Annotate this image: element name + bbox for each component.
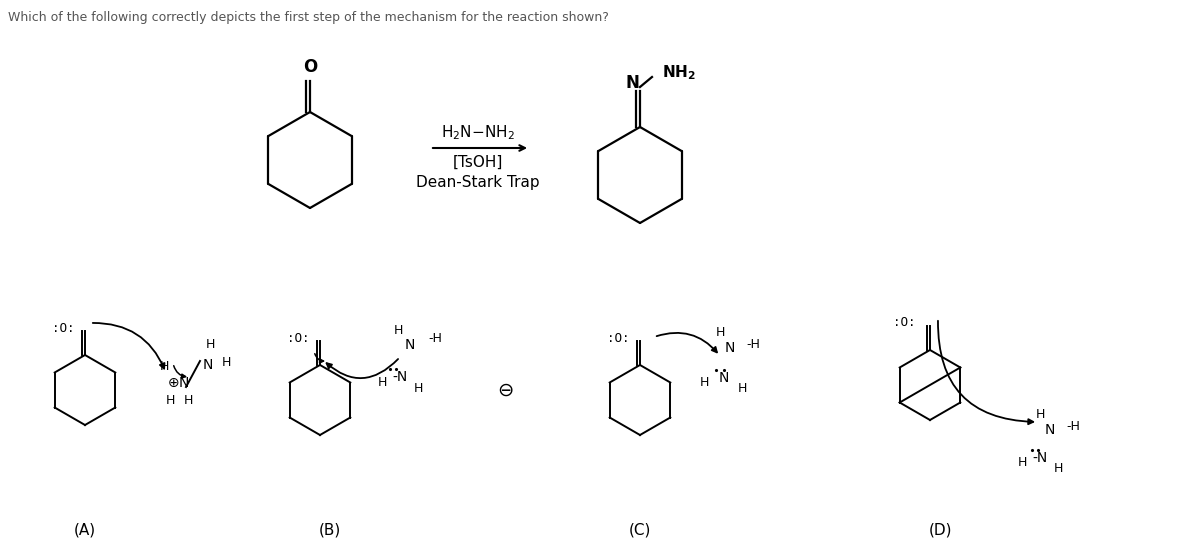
Text: H: H [737,381,746,394]
Text: H: H [715,325,725,338]
Text: N: N [625,74,638,92]
Text: H: H [166,394,175,407]
Text: :O:: :O: [52,323,74,336]
Text: (C): (C) [629,522,652,537]
FancyArrowPatch shape [656,333,716,353]
Text: -N: -N [1032,451,1048,465]
Text: H: H [700,375,709,388]
Text: N: N [1045,423,1055,437]
Text: H: H [1018,455,1027,468]
Text: :O:: :O: [607,332,629,345]
Text: H: H [377,376,386,390]
Text: H: H [221,356,230,369]
Text: N: N [725,341,736,355]
Text: $\ominus$: $\ominus$ [497,380,514,399]
Text: -H: -H [746,337,760,350]
FancyArrowPatch shape [92,323,164,369]
Text: (A): (A) [74,522,96,537]
Text: (B): (B) [319,522,341,537]
Text: :O:: :O: [287,332,310,345]
Text: H: H [413,382,422,395]
Text: -H: -H [1066,419,1080,432]
Text: $\oplus$N: $\oplus$N [167,376,190,390]
Text: O: O [302,58,317,76]
Text: N: N [203,358,214,372]
Text: -H: -H [428,332,442,345]
Text: $\mathregular{NH_2}$: $\mathregular{NH_2}$ [662,64,696,82]
FancyArrowPatch shape [938,321,1033,424]
Text: H: H [1054,461,1063,474]
Text: H: H [205,338,215,351]
Text: H: H [1036,407,1045,421]
Text: H: H [184,394,193,407]
Text: N: N [404,338,415,352]
Text: Which of the following correctly depicts the first step of the mechanism for the: Which of the following correctly depicts… [8,11,608,24]
Text: :O:: :O: [893,316,916,329]
FancyArrowPatch shape [326,359,398,378]
Text: [TsOH]: [TsOH] [452,154,503,170]
Text: H: H [394,325,403,337]
FancyArrowPatch shape [174,366,186,378]
Text: Dean-Stark Trap: Dean-Stark Trap [416,176,540,190]
Text: N: N [719,371,730,385]
Text: (D): (D) [929,522,952,537]
Text: H: H [160,361,169,374]
Text: -N: -N [392,370,408,384]
FancyArrowPatch shape [314,354,324,363]
Text: $\mathregular{H_2N{-}NH_2}$: $\mathregular{H_2N{-}NH_2}$ [442,123,515,143]
